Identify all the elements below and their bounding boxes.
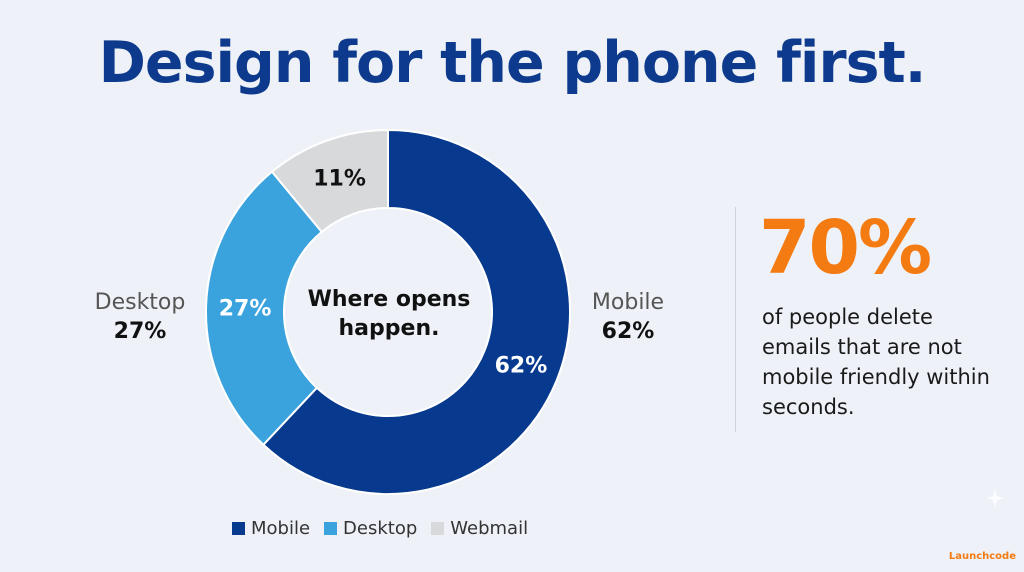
desktop-callout-name: Desktop: [94, 290, 186, 315]
donut-slices: [205, 128, 571, 495]
mobile-callout-value: 62%: [601, 319, 655, 344]
slice-labels: 62% 27% 11%: [219, 166, 548, 378]
center-line-1: Where opens: [307, 287, 471, 312]
legend-item-webmail: Webmail: [431, 518, 528, 539]
slice-label-mobile: 62%: [495, 354, 548, 379]
stat-value: 70%: [759, 205, 932, 291]
mobile-callout: Mobile 62%: [568, 288, 688, 346]
legend-label-webmail: Webmail: [450, 517, 529, 539]
legend-label-mobile: Mobile: [251, 517, 311, 539]
slice-label-desktop: 27%: [219, 297, 272, 322]
donut-slice-mobile: [261, 128, 571, 495]
legend-swatch-webmail: [431, 521, 445, 535]
donut-slice-webmail: [270, 128, 389, 234]
mobile-callout-name: Mobile: [591, 290, 665, 315]
legend-item-mobile: Mobile: [232, 518, 310, 539]
brand-logo: Launchcode: [948, 551, 1016, 562]
page-title: Design for the phone first.: [98, 30, 927, 96]
legend-swatch-desktop: [324, 521, 338, 535]
sparkle-icon: [986, 489, 1004, 507]
legend-swatch-mobile: [232, 521, 245, 535]
vertical-divider: [735, 207, 736, 432]
chart-legend: Mobile Desktop Webmail: [232, 516, 528, 540]
donut-slice-desktop: [205, 170, 324, 447]
donut-center-label: Where opens happen.: [289, 285, 489, 343]
legend-item-desktop: Desktop: [324, 518, 417, 539]
stat-description: of people delete emails that are not mob…: [762, 305, 990, 419]
slice-label-webmail: 11%: [313, 166, 366, 191]
desktop-callout-value: 27%: [113, 319, 167, 344]
desktop-callout: Desktop 27%: [80, 288, 200, 346]
center-line-2: happen.: [338, 316, 440, 341]
legend-label-desktop: Desktop: [343, 517, 418, 539]
